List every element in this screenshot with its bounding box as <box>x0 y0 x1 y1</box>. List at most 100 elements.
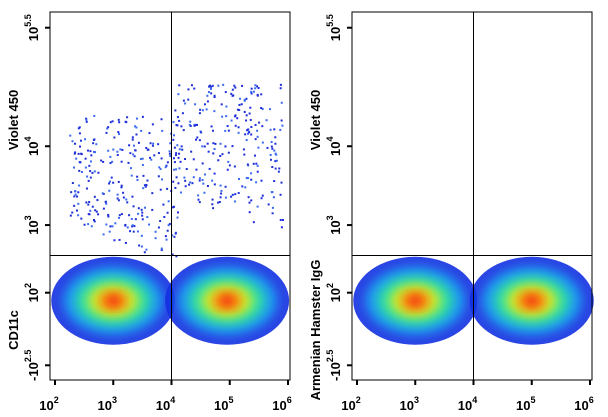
y-tick-base: -10 <box>26 362 41 381</box>
event-dot <box>188 123 191 126</box>
x-tick-label: 102 <box>341 395 360 413</box>
event-dot <box>78 184 81 187</box>
event-dot <box>246 163 249 166</box>
event-dot <box>87 213 90 216</box>
event-dot <box>110 176 113 179</box>
event-dot <box>158 166 161 169</box>
event-dot <box>233 115 236 118</box>
event-dot <box>117 199 120 202</box>
event-dot <box>157 152 160 155</box>
y-tick-label: 104 <box>325 137 343 156</box>
event-dot <box>109 162 112 165</box>
event-dot <box>238 103 241 106</box>
event-dot <box>226 168 229 171</box>
event-dot <box>190 150 193 153</box>
x-tick-exp: 3 <box>112 395 117 405</box>
event-dot <box>102 233 105 236</box>
x-tick-label: 106 <box>272 395 291 413</box>
y-tick-exp: 5.5 <box>23 14 33 27</box>
event-dot <box>180 145 183 148</box>
event-dot <box>270 140 273 143</box>
y-tick-base: -10 <box>328 362 343 381</box>
event-dot <box>73 204 76 207</box>
y-tick-exp: 3 <box>325 215 335 220</box>
event-dot <box>93 170 96 173</box>
y-tick-exp: 5.5 <box>325 14 335 27</box>
event-dot <box>130 217 133 220</box>
event-dot <box>130 167 133 170</box>
event-dot <box>141 218 144 221</box>
event-dot <box>95 143 98 146</box>
event-dot <box>159 188 162 191</box>
y-tick-exp: 2 <box>325 283 335 288</box>
event-dot <box>149 142 152 145</box>
event-dot <box>142 174 145 177</box>
event-dot <box>125 198 128 201</box>
event-dot <box>120 213 123 216</box>
event-dot <box>230 195 233 198</box>
event-dot <box>108 180 111 183</box>
event-dot <box>280 101 283 104</box>
event-dot <box>116 193 119 196</box>
event-dot <box>126 116 129 119</box>
x-tick-exp: 5 <box>530 395 535 405</box>
y-tick-label: 103 <box>325 215 343 234</box>
event-dot <box>173 134 176 137</box>
event-dot <box>237 126 240 129</box>
event-dot <box>254 138 257 141</box>
event-dot <box>112 148 115 151</box>
event-dot <box>224 196 227 199</box>
event-dot <box>195 168 198 171</box>
event-dot <box>84 166 87 169</box>
event-dot <box>87 223 90 226</box>
y-tick-base: 10 <box>26 142 41 156</box>
event-dot <box>167 200 170 203</box>
event-dot <box>247 196 250 199</box>
x-tick-label: 106 <box>574 395 593 413</box>
x-tick-base: 10 <box>516 398 530 413</box>
event-dot <box>187 98 190 101</box>
event-dot <box>247 177 250 180</box>
event-dot <box>184 185 187 188</box>
event-dot <box>256 170 259 173</box>
event-dot <box>254 154 257 157</box>
event-dot <box>164 166 167 169</box>
event-dot <box>86 149 89 152</box>
y-tick-exp: 2.5 <box>23 350 33 363</box>
event-dot <box>120 186 123 189</box>
event-dot <box>86 175 89 178</box>
event-dot <box>132 205 135 208</box>
event-dot <box>230 92 233 95</box>
event-dot <box>78 126 81 129</box>
event-dot <box>114 222 117 225</box>
event-dot <box>178 84 181 87</box>
event-dot <box>141 214 144 217</box>
event-dot <box>141 115 144 118</box>
event-dot <box>137 207 140 210</box>
event-dot <box>213 94 216 97</box>
event-dot <box>87 179 90 182</box>
event-dot <box>257 146 260 149</box>
event-dot <box>160 249 163 252</box>
event-dot <box>236 117 239 120</box>
event-dot <box>159 220 162 223</box>
event-dot <box>171 234 174 237</box>
event-dot <box>279 218 282 221</box>
event-dot <box>172 138 175 141</box>
event-dot <box>256 205 259 208</box>
event-dot <box>188 183 191 186</box>
event-dot <box>151 123 154 126</box>
event-dot <box>166 161 169 164</box>
event-dot <box>239 97 242 100</box>
event-dot <box>203 191 206 194</box>
event-dot <box>212 152 215 155</box>
event-dot <box>184 158 187 161</box>
event-dot <box>107 126 110 129</box>
y-tick-base: 10 <box>26 220 41 234</box>
event-dot <box>73 195 76 198</box>
event-dot <box>70 191 73 194</box>
population <box>51 256 176 345</box>
event-dot <box>211 198 214 201</box>
event-dot <box>157 226 160 229</box>
x-tick-label: 105 <box>214 395 233 413</box>
